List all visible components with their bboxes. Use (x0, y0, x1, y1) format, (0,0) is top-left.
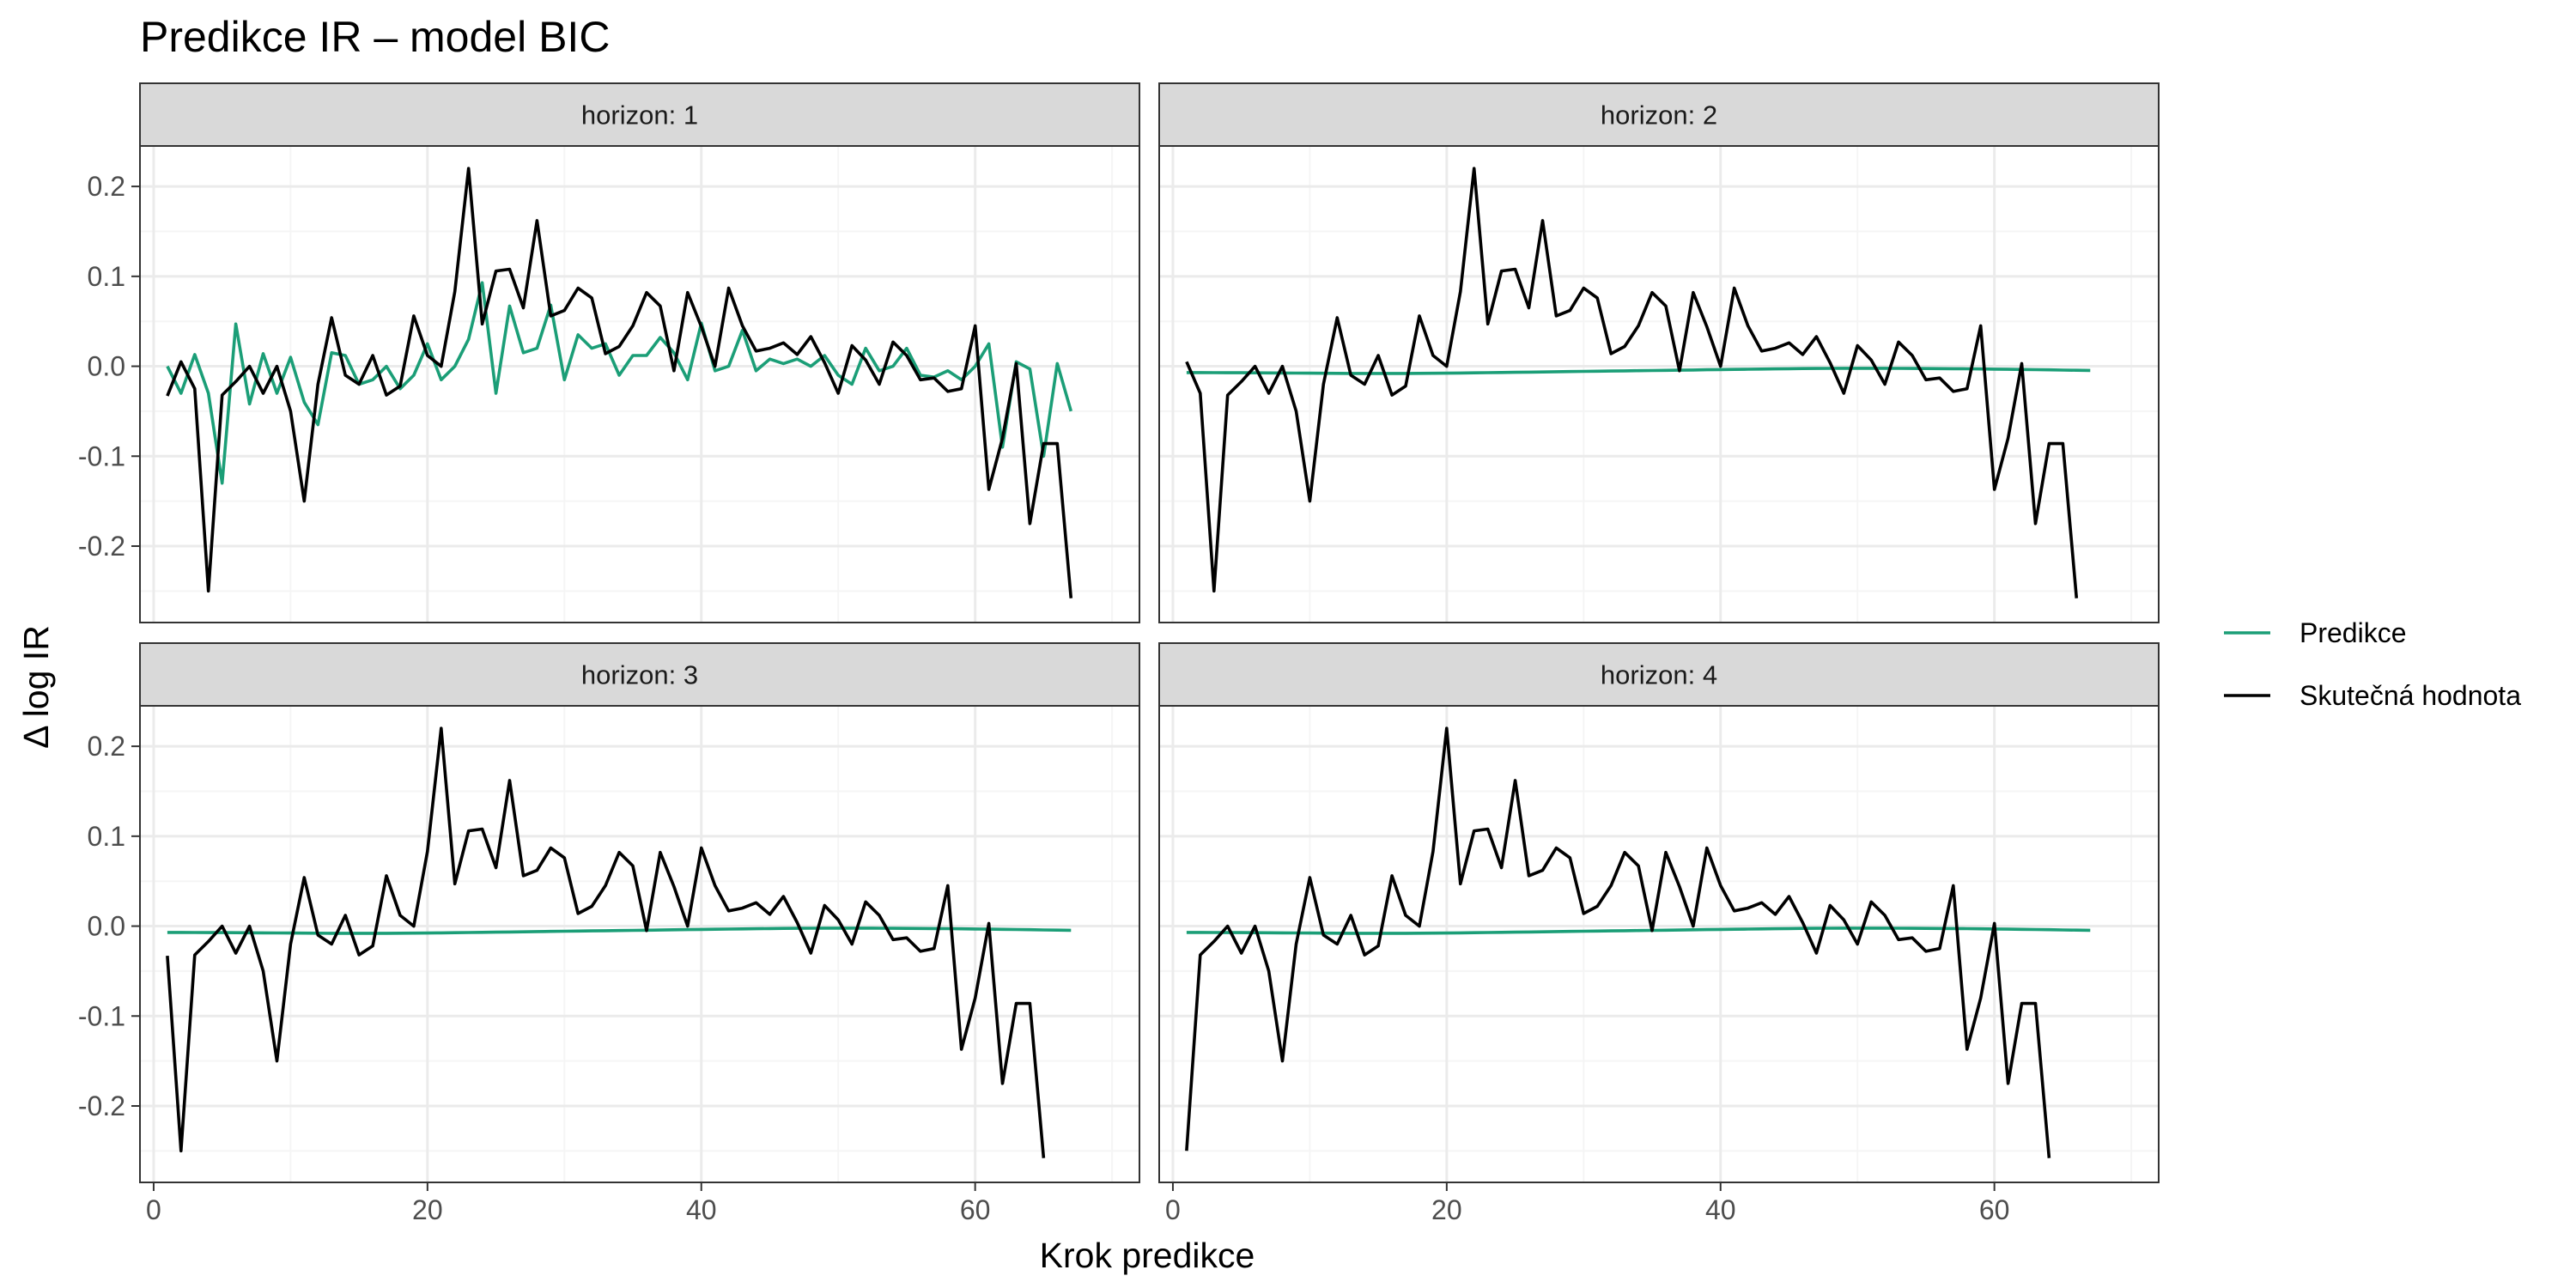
chart-title: Predikce IR – model BIC (140, 13, 610, 61)
y-tick-label: 0.2 (88, 731, 125, 762)
x-tick-label: 60 (960, 1194, 991, 1225)
x-tick-label: 40 (686, 1194, 717, 1225)
panel-border (139, 705, 1140, 1183)
legend-label: Predikce (2300, 617, 2407, 648)
legend-item-skutecna-hodnota: Skutečná hodnota (2224, 680, 2521, 711)
facet-panel-1: horizon: 1 (139, 82, 1140, 623)
series-line-predikce (166, 281, 1073, 485)
facet-panel-2: horizon: 2 (1158, 82, 2160, 623)
x-tick-label: 60 (1979, 1194, 2010, 1225)
panel-border (1158, 145, 2160, 623)
x-tick-label: 0 (146, 1194, 161, 1225)
facet-strip-label: horizon: 4 (1601, 660, 1717, 690)
y-tick-label: -0.1 (78, 440, 125, 471)
facet-strip (1158, 642, 2160, 707)
series-line-skutecna-hodnota (166, 167, 1073, 598)
y-tick-label: 0.1 (88, 821, 125, 852)
y-tick-label: -0.1 (78, 1000, 125, 1031)
x-tick-label: 0 (1165, 1194, 1181, 1225)
series-line-skutecna-hodnota (166, 726, 1046, 1158)
facet-strip-label: horizon: 3 (581, 660, 698, 690)
series-line-skutecna-hodnota (1185, 726, 2051, 1158)
y-axis-ticks: -0.2 -0.1 0.0 0.1 0.2 -0.2 -0.1 0.0 0.1 0.2 (78, 171, 140, 1121)
panel-background (140, 146, 1139, 623)
y-tick-label: 0.0 (88, 911, 125, 942)
facet-panel-4: horizon: 4 (1158, 642, 2160, 1183)
panel-border (1158, 705, 2160, 1183)
y-tick-label: -0.2 (78, 1091, 125, 1121)
y-axis-title: Δ log IR (16, 625, 56, 749)
series-line-predikce (1186, 367, 2091, 375)
panel-background (1159, 146, 2159, 623)
legend-label: Skutečná hodnota (2300, 680, 2521, 711)
x-tick-label: 40 (1705, 1194, 1736, 1225)
series-line-skutecna-hodnota (1185, 167, 2079, 598)
x-tick-label: 20 (412, 1194, 443, 1225)
series-line-predikce (1186, 927, 2091, 935)
x-axis-title: Krok predikce (1040, 1236, 1255, 1275)
facet-strip (139, 82, 1140, 147)
y-tick-label: 0.0 (88, 351, 125, 382)
y-tick-label: 0.1 (88, 261, 125, 292)
panel-border (139, 145, 1140, 623)
facet-strip (139, 642, 1140, 707)
y-tick-label: 0.2 (88, 171, 125, 202)
x-tick-label: 20 (1431, 1194, 1462, 1225)
facet-strip (1158, 82, 2160, 147)
facet-panel-3: horizon: 3 (139, 642, 1140, 1183)
legend-item-predikce: Predikce (2224, 617, 2407, 648)
facet-panels: horizon: 1 horizon: 2 horizon: 3 horizon: 4 (139, 82, 2160, 1183)
y-tick-label: -0.2 (78, 531, 125, 562)
facet-strip-label: horizon: 1 (581, 100, 698, 131)
x-axis-ticks: 0 20 40 60 0 20 40 60 (146, 1182, 2009, 1225)
panel-background (140, 706, 1139, 1182)
facet-strip-label: horizon: 2 (1601, 100, 1717, 131)
legend: Predikce Skutečná hodnota (2224, 617, 2521, 711)
